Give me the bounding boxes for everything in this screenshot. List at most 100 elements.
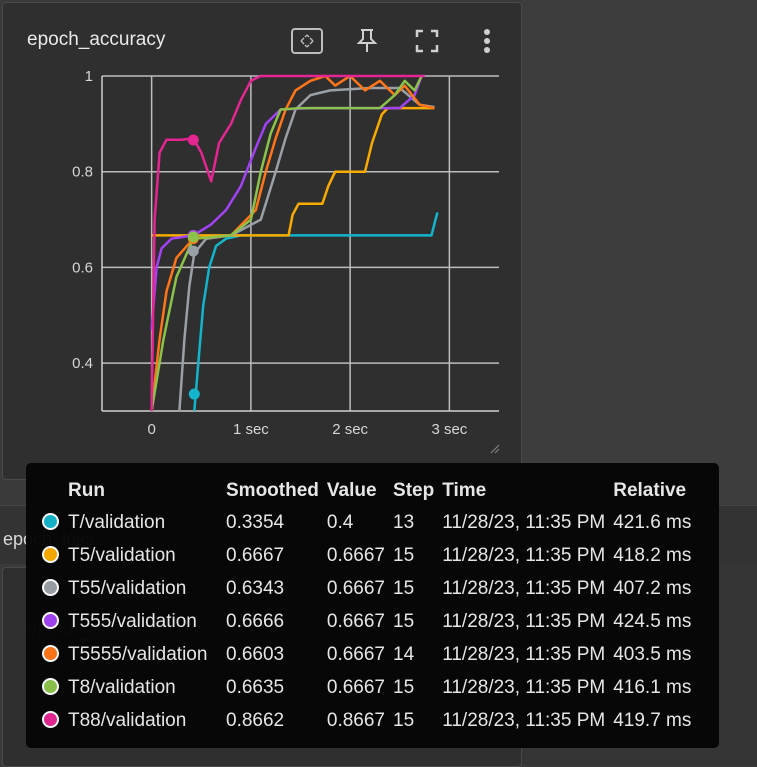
pin-icon[interactable] bbox=[347, 23, 387, 59]
color-dot-icon bbox=[42, 611, 59, 629]
cell-relative: 407.2 ms bbox=[613, 577, 692, 599]
run-color-dot bbox=[40, 506, 64, 539]
resize-handle-icon bbox=[490, 444, 500, 454]
cell-time: 11/28/23, 11:35 PM bbox=[442, 709, 606, 731]
color-dot-icon bbox=[42, 644, 59, 662]
color-dot-icon bbox=[42, 512, 59, 530]
run-color-dot bbox=[40, 671, 64, 704]
chart-grid bbox=[101, 75, 499, 412]
y-tick-label: 0.4 bbox=[72, 355, 93, 372]
color-dot-icon bbox=[42, 710, 59, 728]
x-axis-labels: 0 1 sec 2 sec 3 sec bbox=[147, 421, 467, 438]
cell-step: 13 bbox=[393, 511, 415, 533]
tooltip-row: T55/validation 0.6343 0.6667 15 11/28/23, 11… bbox=[40, 572, 695, 605]
header-run: Run bbox=[68, 480, 105, 501]
cell-value: 0.4 bbox=[326, 511, 354, 533]
cell-run: T/validation bbox=[68, 511, 166, 533]
tooltip-row: T555/validation 0.6666 0.6667 15 11/28/23, 1… bbox=[40, 605, 695, 638]
series-line-t55-validation bbox=[178, 86, 435, 412]
cell-smoothed: 0.6635 bbox=[226, 676, 285, 698]
cell-time: 11/28/23, 11:35 PM bbox=[442, 544, 606, 566]
tooltip-row: T/validation 0.3354 0.4 13 11/28/23, 11:35 P… bbox=[40, 506, 695, 539]
x-tick-label: 0 bbox=[147, 421, 155, 438]
tooltip-row: T5/validation 0.6667 0.6667 15 11/28/23, 11:… bbox=[40, 539, 695, 572]
cell-relative: 416.1 ms bbox=[613, 676, 692, 698]
header-relative: Relative bbox=[613, 480, 687, 501]
series-line-t8-validation bbox=[150, 75, 423, 412]
marker-t-validation bbox=[188, 388, 200, 400]
cell-smoothed: 0.6603 bbox=[226, 643, 285, 665]
accuracy-chart[interactable]: 0.4 0.6 0.8 1 0 1 sec 2 sec 3 sec bbox=[3, 3, 523, 481]
cell-time: 11/28/23, 11:35 PM bbox=[442, 577, 606, 599]
tooltip-row: T8/validation 0.6635 0.6667 15 11/28/23, 11:… bbox=[40, 671, 695, 704]
cell-step: 14 bbox=[393, 643, 415, 665]
run-color-dot bbox=[40, 539, 64, 572]
x-tick-label: 2 sec bbox=[332, 421, 368, 438]
cell-smoothed: 0.8662 bbox=[226, 709, 285, 731]
tooltip-table: Run Smoothed Value Step Time Relative T/… bbox=[40, 476, 695, 737]
series-line-t-validation bbox=[193, 212, 439, 412]
cell-value: 0.6667 bbox=[326, 610, 386, 632]
run-color-dot bbox=[40, 704, 64, 737]
x-tick-label: 1 sec bbox=[233, 421, 269, 438]
cell-run: T555/validation bbox=[68, 610, 197, 632]
header-value: Value bbox=[326, 480, 377, 501]
cell-time: 11/28/23, 11:35 PM bbox=[442, 511, 606, 533]
hover-tooltip: Run Smoothed Value Step Time Relative T/… bbox=[26, 463, 719, 748]
cell-relative: 419.7 ms bbox=[613, 709, 692, 731]
cell-run: T5555/validation bbox=[68, 643, 208, 665]
fit-domain-icon[interactable] bbox=[287, 23, 327, 59]
cell-relative: 424.5 ms bbox=[613, 610, 692, 632]
accuracy-chart-card: epoch_accuracy 0.4 0.6 0.8 1 0 1 sec 2 sec 3 s… bbox=[2, 2, 522, 480]
header-step: Step bbox=[393, 480, 435, 501]
series-line-t555-validation bbox=[150, 74, 425, 330]
run-color-dot bbox=[40, 605, 64, 638]
tooltip-row: T88/validation 0.8662 0.8667 15 11/28/23, 11… bbox=[40, 704, 695, 737]
series-lines bbox=[150, 74, 439, 412]
y-tick-label: 0.8 bbox=[72, 164, 93, 181]
series-line-t5-validation bbox=[151, 106, 435, 237]
cell-relative: 418.2 ms bbox=[613, 544, 692, 566]
color-header bbox=[40, 476, 64, 506]
tooltip-header-row: Run Smoothed Value Step Time Relative bbox=[40, 476, 695, 506]
cell-smoothed: 0.6667 bbox=[226, 544, 285, 566]
y-axis-labels: 0.4 0.6 0.8 1 bbox=[72, 68, 93, 372]
x-tick-label: 3 sec bbox=[431, 421, 467, 438]
cell-value: 0.6667 bbox=[326, 577, 386, 599]
cell-smoothed: 0.3354 bbox=[226, 511, 285, 533]
cell-step: 15 bbox=[393, 709, 415, 731]
more-vert-icon[interactable] bbox=[467, 23, 507, 59]
cell-value: 0.6667 bbox=[326, 643, 386, 665]
cell-run: T55/validation bbox=[68, 577, 187, 599]
cell-step: 15 bbox=[393, 610, 415, 632]
cell-value: 0.6667 bbox=[326, 676, 386, 698]
cell-relative: 421.6 ms bbox=[613, 511, 692, 533]
header-time: Time bbox=[442, 480, 487, 501]
color-dot-icon bbox=[42, 578, 59, 596]
marker-t8-validation bbox=[187, 231, 199, 243]
series-line-t88-validation bbox=[150, 74, 425, 412]
cell-smoothed: 0.6666 bbox=[226, 610, 285, 632]
cell-run: T8/validation bbox=[68, 676, 176, 698]
header-smoothed: Smoothed bbox=[226, 480, 319, 501]
cell-value: 0.6667 bbox=[326, 544, 386, 566]
color-dot-icon bbox=[42, 677, 59, 695]
cell-step: 15 bbox=[393, 544, 415, 566]
run-color-dot bbox=[40, 572, 64, 605]
fullscreen-icon[interactable] bbox=[407, 23, 447, 59]
run-color-dot bbox=[40, 638, 64, 671]
chart-title: epoch_accuracy bbox=[27, 29, 166, 50]
tooltip-row: T5555/validation 0.6603 0.6667 14 11/28/23, … bbox=[40, 638, 695, 671]
y-tick-label: 0.6 bbox=[72, 259, 93, 276]
cell-time: 11/28/23, 11:35 PM bbox=[442, 643, 606, 665]
cell-relative: 403.5 ms bbox=[613, 643, 692, 665]
cell-smoothed: 0.6343 bbox=[226, 577, 285, 599]
cell-step: 15 bbox=[393, 577, 415, 599]
hover-markers bbox=[187, 134, 200, 400]
cell-time: 11/28/23, 11:35 PM bbox=[442, 676, 606, 698]
cell-run: T5/validation bbox=[68, 544, 176, 566]
cell-value: 0.8667 bbox=[326, 709, 386, 731]
card-toolbar bbox=[287, 23, 507, 59]
series-line-t5555-validation bbox=[150, 74, 435, 412]
y-tick-label: 1 bbox=[85, 68, 93, 85]
